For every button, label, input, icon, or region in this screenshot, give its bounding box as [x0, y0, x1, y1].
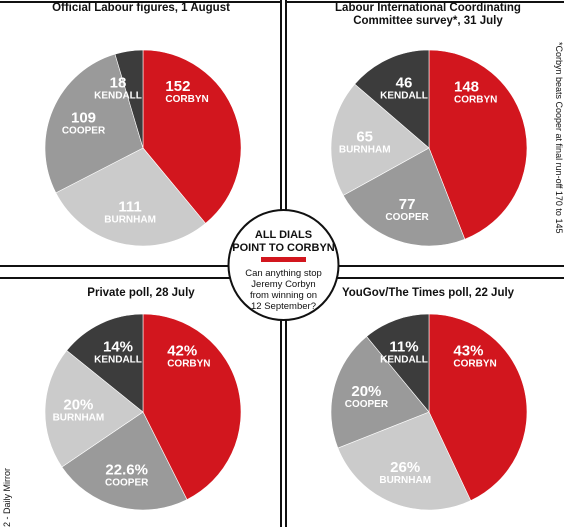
center-badge-circle — [227, 209, 340, 321]
slice-value-corbyn: 152 — [165, 78, 190, 95]
chart-title-3: Private poll, 28 July — [87, 287, 195, 299]
pie-slice-kendall — [366, 313, 430, 413]
pie-slice-cooper — [61, 411, 188, 511]
slice-label-burnham: BURNHAM — [379, 475, 431, 486]
center-question-line-3: from winning on — [250, 290, 317, 301]
slice-value-burnham: 20% — [63, 396, 93, 413]
pie-slice-burnham — [55, 147, 207, 247]
slice-label-corbyn: CORBYN — [167, 359, 210, 370]
pie-slice-burnham — [337, 411, 472, 511]
pie-slice-burnham — [330, 83, 430, 196]
center-question-line-2: Jeremy Corbyn — [251, 279, 315, 290]
footnote-run-off: *Corbyn beats Cooper at final run-off 17… — [554, 42, 564, 233]
pie-slice-kendall — [354, 49, 430, 149]
pie-slice-corbyn — [142, 313, 242, 500]
pie-slice-cooper — [342, 147, 466, 247]
slice-value-corbyn: 43% — [453, 343, 483, 360]
slice-value-kendall: 18 — [110, 74, 127, 91]
slice-label-corbyn: CORBYN — [453, 359, 496, 370]
slice-label-kendall: KENDALL — [380, 354, 428, 365]
chart-title-2-line-2: Committee survey*, 31 July — [353, 15, 503, 27]
center-question-line-1: Can anything stop — [245, 268, 322, 279]
chart-title-1: Official Labour figures, 1 August — [52, 2, 230, 14]
slice-label-burnham: BURNHAM — [53, 412, 105, 423]
slice-value-corbyn: 148 — [454, 79, 479, 96]
pie-slice-burnham — [44, 350, 144, 468]
pie-slice-kendall — [66, 313, 144, 413]
slice-value-cooper: 22.6% — [105, 462, 148, 479]
center-title-line-1: ALL DIALS — [255, 229, 312, 241]
slice-value-corbyn: 42% — [167, 343, 197, 360]
pie-slice-corbyn — [428, 49, 528, 240]
slice-value-kendall: 14% — [103, 338, 133, 355]
chart-title-2-line-1: Labour International Coordinating — [335, 2, 521, 14]
slice-label-corbyn: CORBYN — [454, 95, 497, 106]
slice-label-cooper: COOPER — [105, 478, 149, 489]
source-credit: 2 - Daily Mirror — [2, 468, 12, 527]
center-title-line-2: POINT TO CORBYN — [232, 242, 335, 254]
slice-value-cooper: 20% — [351, 383, 381, 400]
slice-value-cooper: 77 — [399, 196, 416, 213]
chart-title-4: YouGov/The Times poll, 22 July — [342, 287, 515, 299]
slice-label-cooper: COOPER — [62, 126, 106, 137]
slice-label-kendall: KENDALL — [94, 354, 142, 365]
slice-value-burnham: 26% — [390, 459, 420, 476]
center-question-line-4: 12 September? — [251, 301, 316, 312]
pie-slice-cooper — [330, 336, 430, 449]
slice-label-cooper: COOPER — [385, 212, 429, 223]
slice-label-corbyn: CORBYN — [165, 94, 208, 105]
pie-chart-private-poll: 42%CORBYN 22.6%COOPER 20%BURNHAM 14%KENDALL — [44, 313, 242, 511]
slice-label-kendall: KENDALL — [94, 90, 142, 101]
slice-value-burnham: 111 — [118, 198, 141, 215]
pie-chart-yougov-poll: 43%CORBYN 26%BURNHAM 20%COOPER 11%KENDALL — [330, 313, 528, 511]
pie-slice-corbyn — [428, 313, 528, 502]
slice-label-cooper: COOPER — [345, 399, 389, 410]
slice-label-burnham: BURNHAM — [104, 214, 156, 225]
center-badge: ALL DIALS POINT TO CORBYN Can anything s… — [227, 209, 340, 321]
center-red-bar — [261, 257, 306, 262]
pie-slice-corbyn — [142, 49, 242, 224]
slice-value-kendall: 46 — [396, 74, 413, 91]
slice-value-burnham: 65 — [356, 128, 373, 145]
slice-value-cooper: 109 — [71, 110, 96, 127]
pie-slice-kendall — [114, 49, 144, 149]
pie-slice-cooper — [44, 53, 144, 194]
slice-label-kendall: KENDALL — [380, 90, 428, 101]
slice-label-burnham: BURNHAM — [339, 144, 391, 155]
slice-value-kendall: 11% — [389, 338, 418, 355]
